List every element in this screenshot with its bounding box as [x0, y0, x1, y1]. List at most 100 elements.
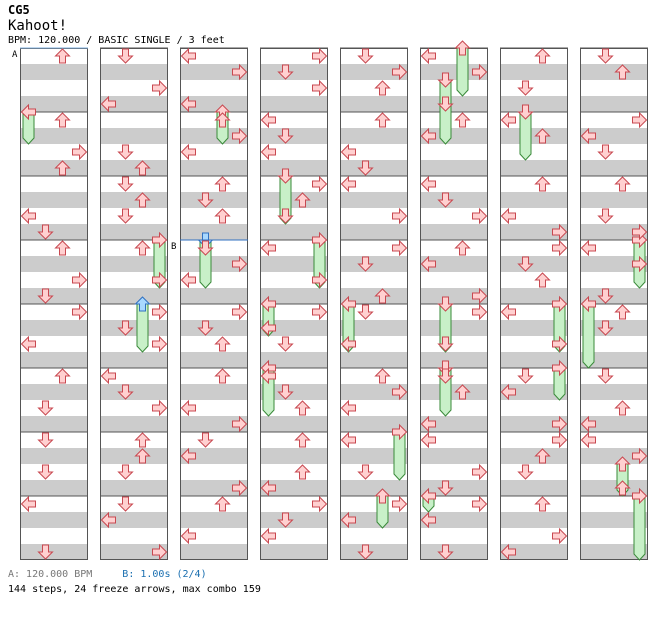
beat-stripe	[340, 544, 408, 560]
beat-stripe	[580, 512, 648, 528]
beat-stripe	[420, 128, 488, 144]
down-arrow	[277, 336, 294, 352]
down-arrow	[117, 48, 134, 64]
beat-stripe	[340, 256, 408, 272]
column-border	[580, 48, 648, 560]
beat-stripe	[340, 512, 408, 528]
freeze-arrow-head	[552, 359, 568, 377]
beat-stripe	[20, 416, 88, 432]
up-arrow	[374, 80, 391, 96]
down-arrow	[277, 512, 294, 528]
beat-stripe	[100, 224, 168, 240]
down-arrow	[517, 80, 534, 96]
down-arrow	[117, 176, 134, 192]
left-arrow	[580, 431, 596, 449]
left-arrow	[580, 239, 596, 257]
beat-stripe	[180, 384, 248, 400]
up-arrow	[534, 448, 551, 464]
up-arrow	[294, 464, 311, 480]
left-arrow	[180, 95, 196, 113]
right-arrow	[392, 495, 408, 513]
beat-stripe	[580, 448, 648, 464]
beat-stripe	[420, 160, 488, 176]
right-arrow	[552, 527, 568, 545]
right-arrow	[152, 399, 168, 417]
beat-stripe	[500, 96, 568, 112]
down-arrow	[37, 400, 54, 416]
beat-stripe	[500, 512, 568, 528]
left-arrow	[260, 239, 276, 257]
right-arrow	[72, 303, 88, 321]
beat-stripe	[260, 544, 328, 560]
left-arrow	[580, 127, 596, 145]
down-arrow	[37, 288, 54, 304]
beat-stripe	[100, 384, 168, 400]
up-arrow	[294, 432, 311, 448]
beat-stripe	[180, 288, 248, 304]
down-arrow	[597, 368, 614, 384]
beat-stripe	[580, 96, 648, 112]
freeze-arrow-head	[437, 296, 454, 312]
beat-stripe	[340, 160, 408, 176]
down-arrow	[37, 224, 54, 240]
down-arrow	[357, 256, 374, 272]
right-arrow	[312, 495, 328, 513]
beat-stripe	[500, 192, 568, 208]
beat-stripe	[340, 64, 408, 80]
step-chart: AB	[12, 40, 648, 561]
right-arrow	[632, 223, 648, 241]
column-border	[100, 48, 168, 560]
right-arrow	[632, 111, 648, 129]
left-arrow	[20, 207, 36, 225]
left-arrow	[340, 335, 356, 353]
beat-stripe	[20, 352, 88, 368]
down-arrow	[197, 192, 214, 208]
beat-stripe	[340, 96, 408, 112]
up-arrow	[614, 176, 631, 192]
beat-stripe	[20, 448, 88, 464]
freeze-arrow-body	[439, 79, 452, 145]
beat-stripe	[580, 416, 648, 432]
up-arrow	[374, 288, 391, 304]
column-border	[420, 48, 488, 560]
down-arrow	[437, 192, 454, 208]
up-arrow	[134, 432, 151, 448]
right-arrow	[312, 175, 328, 193]
down-arrow	[357, 160, 374, 176]
beat-stripe	[180, 160, 248, 176]
beat-stripe	[100, 288, 168, 304]
beat-stripe	[340, 224, 408, 240]
down-arrow	[597, 144, 614, 160]
left-arrow	[180, 527, 196, 545]
up-arrow	[614, 304, 631, 320]
left-arrow	[420, 175, 436, 193]
beat-stripe	[580, 384, 648, 400]
up-arrow	[134, 192, 151, 208]
up-arrow	[214, 176, 231, 192]
right-arrow	[232, 415, 248, 433]
left-arrow	[500, 207, 516, 225]
up-arrow	[534, 128, 551, 144]
beat-stripe	[420, 224, 488, 240]
right-arrow	[152, 335, 168, 353]
left-arrow	[420, 127, 436, 145]
freeze-arrow-head	[20, 103, 36, 121]
right-arrow	[152, 79, 168, 97]
down-arrow	[517, 464, 534, 480]
beat-stripe	[180, 96, 248, 112]
beat-stripe	[100, 416, 168, 432]
up-arrow	[54, 48, 71, 64]
left-arrow	[340, 511, 356, 529]
beat-stripe	[580, 224, 648, 240]
beat-stripe	[500, 416, 568, 432]
beat-stripe	[420, 64, 488, 80]
left-arrow	[180, 447, 196, 465]
down-arrow	[197, 432, 214, 448]
right-arrow	[312, 303, 328, 321]
freeze-arrow-head	[552, 295, 568, 313]
beat-stripe	[500, 160, 568, 176]
right-arrow	[312, 47, 328, 65]
beat-stripe	[260, 192, 328, 208]
down-arrow	[117, 320, 134, 336]
freeze-arrow-head	[437, 72, 454, 88]
